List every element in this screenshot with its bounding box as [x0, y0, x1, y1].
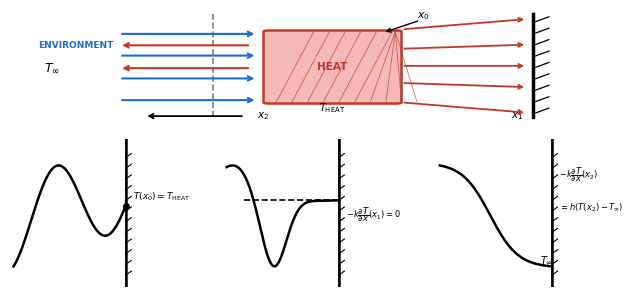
Text: $T_\infty$: $T_\infty$: [44, 62, 60, 75]
Text: HEAT: HEAT: [317, 62, 348, 72]
Text: $-k\dfrac{\partial T}{\partial x}(x_1) = 0$: $-k\dfrac{\partial T}{\partial x}(x_1) =…: [346, 205, 401, 224]
Text: $-k\dfrac{\partial T}{\partial x}(x_2)$: $-k\dfrac{\partial T}{\partial x}(x_2)$: [559, 166, 598, 184]
Text: ENVIRONMENT: ENVIRONMENT: [38, 41, 113, 50]
Text: $x_1$: $x_1$: [511, 110, 524, 122]
Text: $T_{\mathrm{HEAT}}$: $T_{\mathrm{HEAT}}$: [319, 102, 346, 115]
Text: $T(x_0) = T_{\mathrm{HEAT}}$: $T(x_0) = T_{\mathrm{HEAT}}$: [132, 191, 190, 203]
FancyBboxPatch shape: [264, 30, 401, 103]
Text: $x_0$: $x_0$: [417, 10, 429, 22]
Text: $x_2$: $x_2$: [257, 110, 269, 122]
Text: $= h(T(x_2) - T_\infty)$: $= h(T(x_2) - T_\infty)$: [559, 201, 623, 214]
Text: $T_\infty$: $T_\infty$: [540, 255, 553, 266]
